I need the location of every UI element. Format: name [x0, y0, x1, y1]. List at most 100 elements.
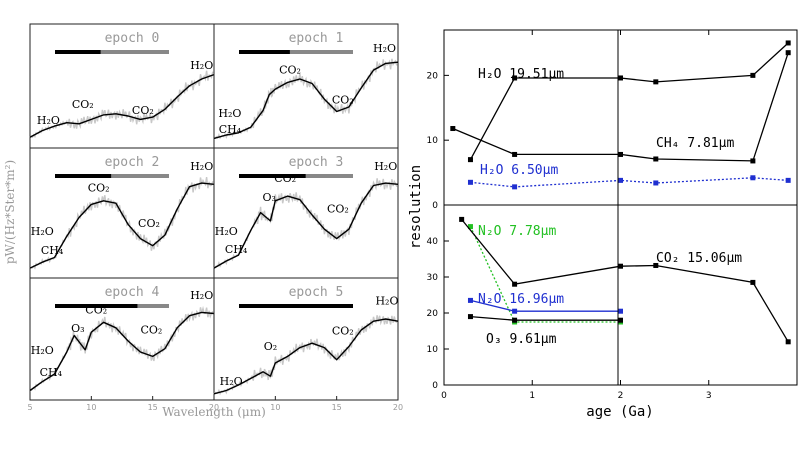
molecule-label: H₂O	[31, 344, 54, 357]
series-label: H₂O 6.50μm	[480, 163, 558, 178]
series-label: CH₄ 7.81μm	[656, 136, 734, 151]
spectrum-smooth-line	[213, 61, 399, 140]
series-label: O₃ 9.61μm	[486, 332, 557, 347]
molecule-label: O₃	[262, 191, 275, 204]
molecule-label: CO₂	[332, 324, 354, 337]
y-tick-label: 20	[427, 309, 439, 319]
series-label: CO₂ 15.06μm	[656, 251, 742, 266]
series-label: N₂O 7.78μm	[478, 224, 556, 239]
molecule-label: O₂	[264, 340, 277, 353]
data-point	[653, 156, 659, 162]
data-point	[467, 297, 473, 303]
data-point	[512, 151, 518, 157]
molecule-label: H₂O	[190, 289, 213, 302]
x-tick-label: 3	[706, 391, 712, 401]
molecule-label: CO₂	[138, 217, 160, 230]
data-point	[653, 79, 659, 85]
molecule-label: CO₂	[279, 63, 301, 76]
data-point	[750, 72, 756, 78]
spectrum-smooth-line	[29, 182, 215, 269]
spectrum-panel-frame	[213, 277, 399, 401]
y-tick-label: 10	[427, 345, 439, 355]
y-axis-label: pW/(Hz*Ster*m²)	[3, 160, 17, 264]
molecule-label: CO₂	[274, 172, 296, 185]
data-point	[653, 262, 659, 268]
molecule-label: CO₂	[85, 304, 107, 317]
epoch-title: epoch 1	[289, 31, 344, 46]
series-line	[461, 218, 789, 343]
data-point	[618, 177, 623, 183]
data-point	[459, 216, 465, 222]
y-tick-label: 40	[427, 237, 439, 247]
molecule-label: CO₂	[72, 98, 94, 111]
molecule-label: H₂O	[218, 107, 241, 120]
x-tick-label: 15	[332, 403, 342, 412]
data-point	[512, 184, 518, 190]
x-tick-label: 15	[148, 403, 158, 412]
spectrum-raw-line	[29, 70, 214, 139]
spectrum-raw-line	[213, 58, 398, 140]
data-point	[785, 339, 791, 345]
resolution-panel-frame	[443, 29, 619, 206]
data-point	[467, 157, 473, 163]
data-point	[512, 281, 518, 287]
spectrum-smooth-line	[29, 311, 215, 392]
molecule-label: H₂O	[373, 42, 396, 55]
data-point	[512, 75, 518, 81]
series-line	[469, 226, 621, 323]
data-point	[750, 279, 756, 285]
molecule-label: H₂O	[220, 375, 243, 388]
molecule-label: H₂O	[374, 160, 397, 173]
data-point	[512, 308, 518, 314]
data-point	[785, 40, 791, 46]
molecule-label: H₂O	[215, 225, 238, 238]
data-point	[512, 317, 518, 323]
molecule-label: CH₄	[40, 366, 63, 379]
data-point	[750, 175, 756, 181]
data-point	[467, 224, 473, 230]
x-tick-label: 2	[618, 391, 624, 401]
spectrum-smooth-line	[29, 73, 215, 138]
spectrum-smooth-line	[213, 182, 399, 269]
molecule-label: CH₄	[219, 123, 242, 136]
resolution-panel-frame	[617, 204, 798, 386]
data-point	[750, 158, 756, 164]
data-point	[618, 151, 623, 157]
x-tick-label: 10	[270, 403, 280, 412]
series-line	[452, 52, 789, 162]
data-point	[785, 50, 791, 56]
epoch-title: epoch 3	[289, 155, 344, 170]
x-tick-label: 20	[209, 403, 219, 412]
data-point	[653, 180, 659, 186]
x-tick-label: 20	[393, 403, 403, 412]
series-label: H₂O 19.51μm	[478, 67, 564, 82]
data-point	[467, 314, 473, 320]
y-tick-label: 0	[432, 201, 438, 211]
data-point	[618, 317, 623, 323]
y-axis-label: resolution	[408, 165, 424, 249]
molecule-label: H₂O	[375, 295, 398, 308]
x-tick-label: 5	[27, 403, 32, 412]
molecule-label: CO₂	[141, 323, 163, 336]
molecule-label: CO₂	[88, 181, 110, 194]
molecule-label: H₂O	[190, 59, 213, 72]
epoch-title: epoch 5	[289, 285, 344, 300]
molecule-label: CO₂	[332, 94, 354, 107]
series-line	[470, 177, 789, 188]
data-point	[450, 126, 456, 132]
y-tick-label: 0	[432, 381, 438, 391]
y-tick-label: 30	[427, 273, 439, 283]
x-axis-label: age (Ga)	[586, 404, 653, 420]
molecule-label: CO₂	[327, 203, 349, 216]
data-point	[618, 75, 623, 81]
molecule-label: O₃	[71, 322, 84, 335]
series-line	[469, 42, 789, 160]
x-axis-label: Wavelength (μm)	[162, 405, 266, 419]
epoch-title: epoch 2	[105, 155, 160, 170]
y-tick-label: 10	[427, 136, 439, 146]
molecule-label: CH₄	[41, 244, 64, 257]
spectrum-smooth-line	[213, 318, 399, 395]
molecule-label: H₂O	[37, 114, 60, 127]
data-point	[785, 177, 791, 183]
